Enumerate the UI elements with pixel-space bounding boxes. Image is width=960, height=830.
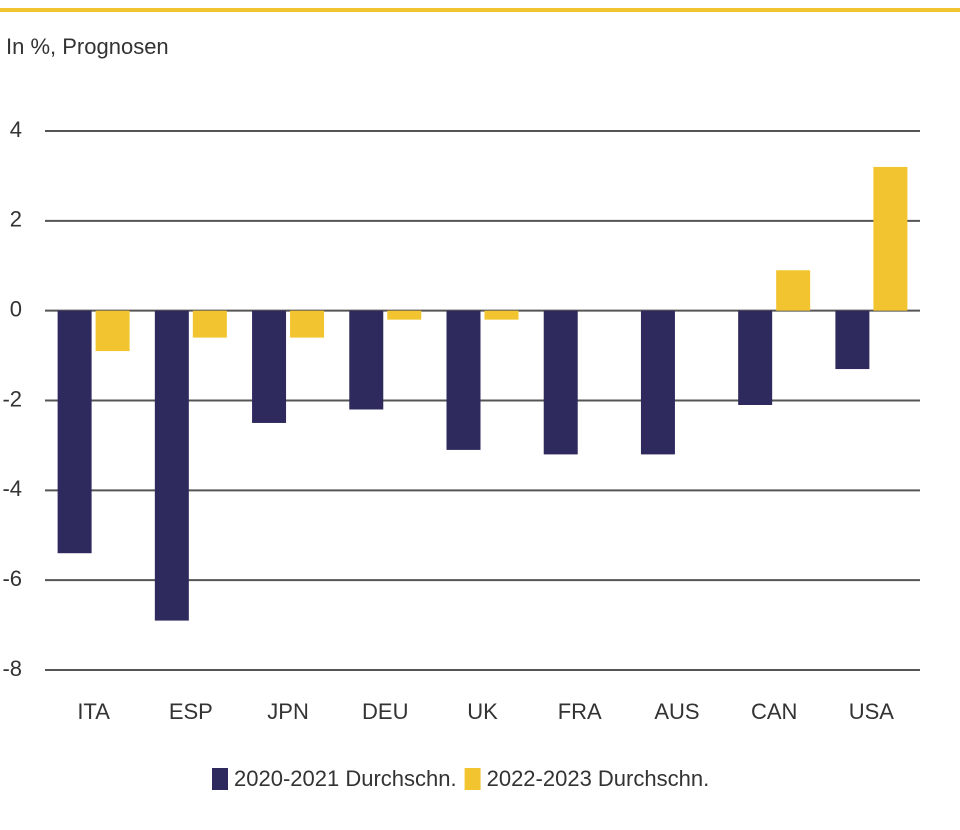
bar — [446, 310, 481, 450]
bar — [252, 310, 287, 423]
x-tick-label: AUS — [654, 699, 699, 724]
x-tick-label: ESP — [169, 699, 213, 724]
y-tick-label: -2 — [2, 386, 22, 411]
chart-subtitle: In %, Prognosen — [6, 34, 169, 59]
x-tick-label: FRA — [558, 699, 602, 724]
legend-label: 2022-2023 Durchschn. — [487, 766, 710, 791]
x-tick-label: JPN — [267, 699, 309, 724]
y-tick-label: -8 — [2, 656, 22, 681]
x-tick-label: ITA — [77, 699, 110, 724]
x-tick-label: CAN — [751, 699, 797, 724]
y-tick-label: -4 — [2, 476, 22, 501]
legend-label: 2020-2021 Durchschn. — [234, 766, 457, 791]
bar — [640, 310, 675, 455]
bar — [154, 310, 189, 621]
bar — [192, 310, 227, 338]
y-tick-label: 2 — [10, 207, 22, 232]
y-tick-label: 4 — [10, 117, 22, 142]
legend-swatch — [212, 768, 228, 790]
x-tick-label: USA — [849, 699, 895, 724]
y-tick-label: 0 — [10, 296, 22, 321]
bar — [349, 310, 384, 410]
bar — [290, 310, 325, 338]
x-tick-label: UK — [467, 699, 498, 724]
bar — [738, 310, 773, 405]
top-rule — [0, 8, 960, 12]
bar — [95, 310, 130, 352]
bar — [543, 310, 578, 455]
bar — [484, 310, 519, 320]
bar — [57, 310, 92, 554]
x-tick-label: DEU — [362, 699, 408, 724]
bar — [835, 310, 870, 370]
legend-swatch — [464, 768, 481, 790]
bar — [776, 270, 811, 311]
y-tick-label: -6 — [2, 566, 22, 591]
bar — [387, 310, 422, 320]
bar — [873, 166, 908, 311]
